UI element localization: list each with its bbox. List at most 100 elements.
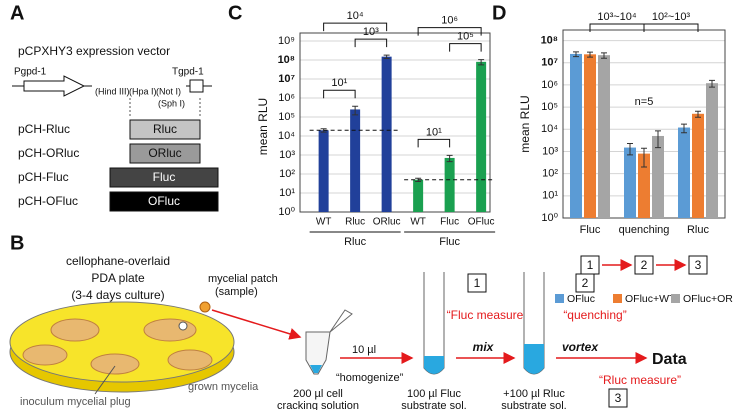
result: Data <box>652 351 687 368</box>
y-tick-label: 10⁴ <box>541 123 558 135</box>
bracket-label: 10³ <box>363 26 379 38</box>
legend-swatch <box>555 294 564 303</box>
site: (Sph I) <box>158 98 185 108</box>
panel-a: pCPXHY3 expression vector Pgpd-1 Tgpd-1 … <box>12 44 219 212</box>
error-bar <box>655 130 661 149</box>
bar <box>413 179 424 212</box>
step-number: 2 <box>582 276 589 290</box>
bar <box>692 113 704 218</box>
site: (Not I) <box>156 86 181 96</box>
y-tick-label: 10⁰ <box>541 212 558 224</box>
bar <box>318 130 329 212</box>
step-box <box>608 388 628 408</box>
volume-label: 10 µl <box>352 344 376 356</box>
step-action: vortex <box>562 340 599 354</box>
step-label: “Fluc measure” <box>447 308 528 322</box>
arrow <box>211 309 302 340</box>
panel-label: D <box>492 2 506 24</box>
liquid <box>424 356 444 374</box>
mycelial-patch <box>199 301 211 313</box>
construct-name: pCH-ORluc <box>18 146 79 160</box>
leader <box>94 365 116 395</box>
plate-label: (3-4 days culture) <box>71 288 164 302</box>
tube-label: cracking solution <box>277 400 359 410</box>
tube-label: 200 µl cell <box>293 388 343 400</box>
bar <box>706 83 718 218</box>
bar <box>584 54 596 219</box>
promoter-label: Pgpd-1 <box>14 67 47 78</box>
error-bar <box>601 52 607 59</box>
x-tick-label: OFluc <box>468 217 495 228</box>
x-tick-label: quenching <box>619 224 670 236</box>
group-label: Fluc <box>439 236 460 248</box>
x-tick-label: WT <box>410 217 426 228</box>
step-number: 1 <box>474 276 481 290</box>
bar <box>444 157 455 212</box>
insert-box <box>129 143 201 164</box>
tube-label: +100 µl Rluc <box>503 388 565 400</box>
x-tick-label: WT <box>316 217 332 228</box>
y-tick-label: 10⁷ <box>541 57 558 69</box>
sample-hole <box>178 321 188 331</box>
error-bar <box>573 51 579 58</box>
x-tick-label: Fluc <box>440 217 459 228</box>
bracket-label: 10³~10⁴ <box>597 11 637 23</box>
error-bar <box>352 105 359 116</box>
bar <box>381 56 392 212</box>
y-tick-label: 10⁵ <box>278 111 295 123</box>
bar <box>652 135 664 218</box>
promoter-arrow <box>23 75 86 97</box>
construct-name: pCH-OFluc <box>18 194 78 208</box>
mycelia <box>167 349 213 371</box>
error-bar <box>681 123 687 134</box>
y-tick-label: 10⁷ <box>278 73 295 85</box>
insert-box <box>129 119 201 140</box>
step-number: 2 <box>641 258 648 272</box>
error-bar <box>695 110 701 118</box>
y-tick-label: 10² <box>542 168 558 180</box>
error-bar <box>641 147 647 168</box>
bracket <box>417 138 451 148</box>
legend-label: OFluc+WT <box>625 293 676 305</box>
bracket-label: 10⁵ <box>457 31 474 43</box>
bracket <box>354 38 388 48</box>
mycelia <box>90 353 140 375</box>
bar <box>570 53 582 219</box>
error-bar <box>627 142 633 156</box>
sample-label: (sample) <box>215 286 258 298</box>
tube-label: substrate sol. <box>401 400 466 410</box>
step-label: “Rluc measure” <box>599 373 681 387</box>
liquid <box>310 365 322 373</box>
bar <box>624 147 636 218</box>
y-tick-label: 10² <box>279 168 295 180</box>
plate-label: PDA plate <box>91 271 145 285</box>
tube-label: substrate sol. <box>501 400 566 410</box>
step-action: mix <box>473 340 495 354</box>
bar <box>350 109 361 212</box>
error-bar <box>383 54 390 59</box>
insert-label: Fluc <box>153 170 176 184</box>
y-tick-label: 10³ <box>279 149 295 161</box>
mycelia <box>50 318 100 342</box>
terminator-box <box>189 79 204 93</box>
bracket-label: 10⁶ <box>441 15 458 27</box>
tube-lid <box>329 309 353 333</box>
bar <box>678 127 690 218</box>
step-box <box>634 255 654 275</box>
bracket-label: 10¹ <box>426 126 442 138</box>
tube-label: 100 µl Fluc <box>407 388 462 400</box>
insert-box <box>109 191 219 212</box>
homogenize-label: “homogenize” <box>336 372 404 384</box>
y-tick-label: 10⁸ <box>278 54 295 66</box>
panel-label: C <box>228 2 242 24</box>
vector-title: pCPXHY3 expression vector <box>18 44 170 58</box>
insert-guide <box>129 98 201 118</box>
panel-b: cellophane-overlaid PDA plate (3-4 days … <box>9 254 687 410</box>
plot-frame <box>299 32 491 213</box>
bracket <box>449 43 482 52</box>
bracket-label: 10²~10³ <box>652 11 691 23</box>
plate-label: cellophane-overlaid <box>66 254 170 268</box>
liquid <box>524 344 544 374</box>
x-tick-label: Rluc <box>687 224 710 236</box>
